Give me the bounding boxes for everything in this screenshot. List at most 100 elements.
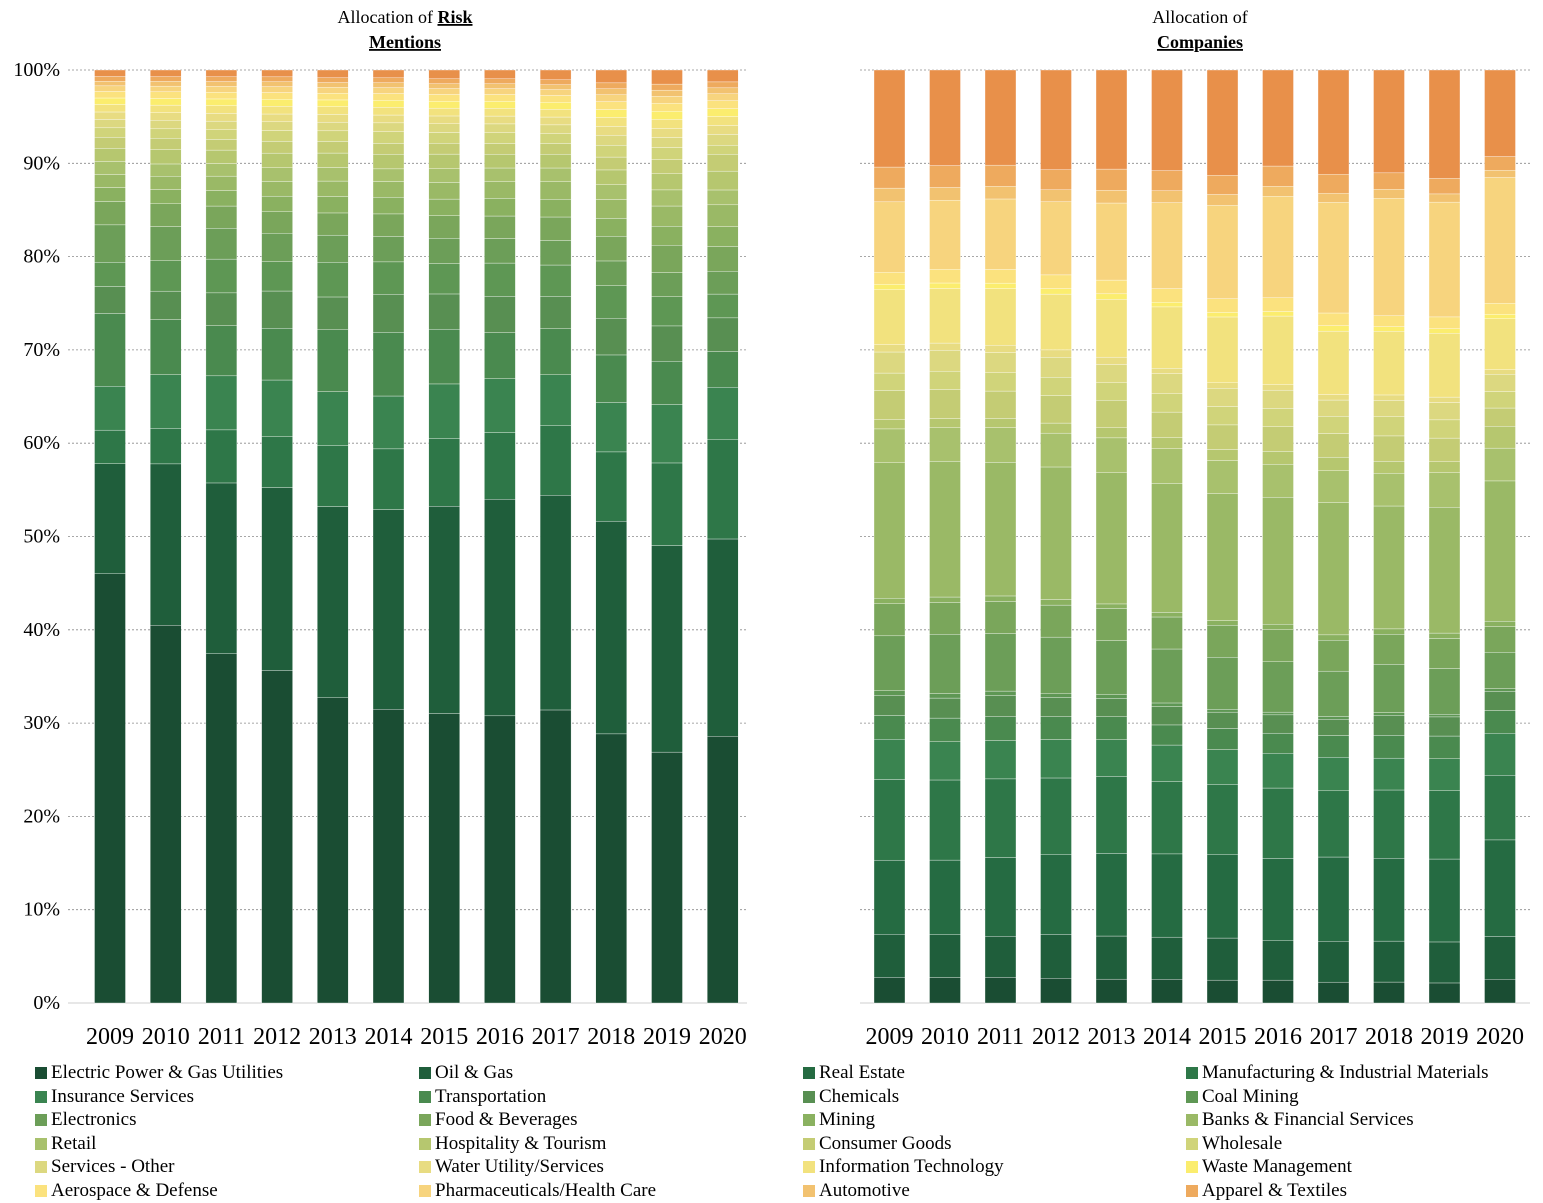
- bar-segment: [484, 83, 516, 89]
- bar-segment: [1317, 634, 1350, 641]
- bar-segment: [1373, 789, 1405, 859]
- bar-segment: [1151, 437, 1183, 449]
- bar-segment: [1095, 739, 1128, 777]
- bar-segment: [873, 187, 906, 203]
- bar-segment: [150, 138, 182, 150]
- bar-segment: [372, 114, 405, 124]
- bar-segment: [484, 132, 516, 144]
- bar-segment: [150, 463, 182, 626]
- bar-segment: [651, 119, 683, 129]
- bar-segment: [707, 293, 739, 319]
- bar-segment: [428, 198, 460, 216]
- bar-segment: [651, 225, 683, 246]
- bar-segment: [707, 69, 739, 83]
- legend-swatch: [1186, 1184, 1198, 1197]
- bar-segment: [372, 69, 405, 79]
- bar-segment: [707, 204, 739, 227]
- bar-segment: [205, 375, 238, 431]
- y-tick-label: 80%: [23, 246, 60, 268]
- bar-segment: [595, 402, 627, 453]
- bar-segment: [651, 103, 683, 112]
- bar-segment: [984, 345, 1017, 353]
- bar-segment: [150, 203, 182, 227]
- legend-label: Automotive: [819, 1179, 910, 1201]
- bar-segment: [984, 595, 1017, 602]
- legend-item: Automotive: [803, 1180, 910, 1202]
- bar-segment: [1484, 979, 1516, 1004]
- bar-segment: [539, 109, 572, 118]
- bar-segment: [539, 84, 572, 90]
- legend-swatch: [1186, 1067, 1198, 1079]
- bar-segment: [707, 145, 739, 155]
- bar-segment: [1095, 279, 1128, 295]
- bar-segment: [1151, 411, 1183, 438]
- bar-segment: [595, 169, 627, 185]
- bar-segment: [1095, 608, 1128, 641]
- bar-segment: [1095, 400, 1128, 428]
- bar-segment: [1151, 616, 1183, 650]
- x-tick-label: 2020: [699, 1024, 747, 1050]
- bar-segment: [261, 379, 293, 437]
- bar-segment: [372, 131, 405, 144]
- bar-segment: [484, 167, 516, 182]
- bar-segment: [651, 545, 683, 753]
- bar-segment: [929, 199, 961, 270]
- bar-segment: [428, 94, 460, 102]
- bar-segment: [484, 238, 516, 264]
- bar-segment: [1040, 189, 1072, 202]
- legend-label: Oil & Gas: [435, 1062, 514, 1083]
- bar-segment: [873, 977, 906, 1004]
- x-tick-label: 2015: [420, 1024, 468, 1050]
- bar-segment: [651, 137, 683, 148]
- bar-segment: [1206, 312, 1239, 318]
- bar-segment: [651, 404, 683, 464]
- bar-segment: [261, 81, 293, 87]
- bar-segment: [929, 779, 961, 861]
- bar-segment: [317, 93, 349, 101]
- legend-swatch: [1186, 1137, 1198, 1150]
- bar-segment: [1484, 626, 1516, 653]
- bar-segment: [1206, 709, 1239, 713]
- bar-segment: [484, 123, 516, 133]
- bar-segment: [205, 325, 238, 377]
- bar-segment: [261, 167, 293, 182]
- bar-segment: [1040, 357, 1072, 378]
- bar-segment: [484, 69, 516, 79]
- bar-segment: [1373, 628, 1405, 635]
- bar-segment: [428, 238, 460, 264]
- legend-label: Insurance Services: [51, 1085, 194, 1107]
- bar-segment: [484, 78, 516, 84]
- bar-segment: [1095, 168, 1128, 191]
- bar-segment: [539, 240, 572, 266]
- legend-item: Aerospace & Defense: [35, 1180, 218, 1202]
- bar-segment: [929, 350, 961, 372]
- bar-segment: [651, 462, 683, 546]
- bar-segment: [428, 383, 460, 439]
- bar-segment: [261, 113, 293, 123]
- bar-segment: [150, 290, 182, 320]
- x-tick-label: 2014: [1143, 1024, 1191, 1050]
- bar-segment: [1151, 448, 1183, 484]
- x-tick-label: 2019: [643, 1024, 691, 1050]
- bar-segment: [261, 141, 293, 154]
- bar-segment: [1428, 461, 1461, 473]
- bar-segment: [1040, 934, 1072, 979]
- bar-segment: [428, 153, 460, 169]
- bar-segment: [1262, 297, 1294, 312]
- bar-segment: [1317, 470, 1350, 503]
- bar-segment: [317, 106, 349, 115]
- bar-segment: [205, 653, 238, 1004]
- bar-segment: [205, 163, 238, 177]
- chart-title-emphasis-2: Companies: [1157, 32, 1243, 52]
- legend-item: Real Estate: [803, 1062, 905, 1084]
- bar-segment: [150, 128, 182, 139]
- x-tick-label: 2016: [476, 1024, 524, 1050]
- bar-segment: [1484, 480, 1516, 622]
- bar-segment: [539, 264, 572, 297]
- bar-segment: [372, 709, 405, 1004]
- x-tick-label: 2016: [1254, 1024, 1302, 1050]
- bar-segment: [317, 82, 349, 88]
- bar-segment: [1373, 981, 1405, 1004]
- bar-segment: [94, 386, 126, 431]
- bar-segment: [1484, 688, 1516, 692]
